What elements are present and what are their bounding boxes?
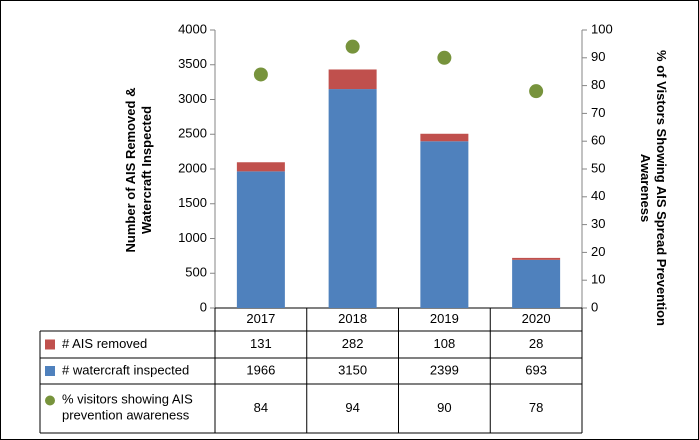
table-value: 693 [525,362,547,377]
legend-marker [45,339,55,350]
legend-marker [45,395,55,406]
legend-label: # watercraft inspected [62,362,189,377]
table-value: 2399 [430,362,459,377]
bar [512,257,561,260]
x-tick-label: 2017 [246,311,275,326]
x-tick-label: 2020 [522,311,551,326]
scatter-point [345,39,360,54]
y2-tick-label: 40 [591,188,605,203]
x-tick-label: 2019 [430,311,459,326]
table-value: 1966 [246,362,275,377]
table-value: 84 [254,400,268,415]
y-tick-label: 3500 [178,56,207,71]
bar [420,133,469,142]
x-tick-label: 2018 [338,311,367,326]
table-value: 131 [250,336,272,351]
y2-tick-label: 30 [591,216,605,231]
y2-axis-title: % of Vistors Showing AIS Spread Preventi… [638,50,669,326]
y-tick-label: 0 [200,299,207,314]
table-value: 78 [529,400,543,415]
bar [420,141,469,308]
y-tick-label: 500 [185,265,207,280]
legend-label: % visitors showing AIS prevention awarene… [62,392,193,423]
table-value: 282 [342,336,364,351]
bar [236,171,285,308]
scatter-point [529,84,544,99]
bar [328,69,377,90]
table-value: 90 [437,400,451,415]
y2-tick-label: 70 [591,105,605,120]
y2-tick-label: 10 [591,272,605,287]
table-value: 3150 [338,362,367,377]
y-tick-label: 1500 [178,195,207,210]
table-value: 94 [345,400,359,415]
table-value: 28 [529,336,543,351]
y-tick-label: 2000 [178,160,207,175]
y-tick-label: 2500 [178,126,207,141]
y-tick-label: 1000 [178,230,207,245]
y2-tick-label: 50 [591,160,605,175]
y2-tick-label: 90 [591,49,605,64]
y2-tick-label: 0 [591,299,598,314]
table-value: 108 [434,336,456,351]
bar [236,162,285,172]
y-axis-title: Number of AIS Removed &Watercraft Inspec… [123,88,154,253]
bar [328,89,377,308]
legend-label: # AIS removed [62,336,147,351]
legend-marker [45,366,55,376]
scatter-point [253,67,268,82]
y-tick-label: 3000 [178,91,207,106]
y2-tick-label: 80 [591,77,605,92]
scatter-point [437,50,452,65]
y2-tick-label: 100 [591,21,613,36]
y2-tick-label: 60 [591,133,605,148]
bar [512,259,561,308]
y-tick-label: 4000 [178,21,207,36]
y2-tick-label: 20 [591,244,605,259]
